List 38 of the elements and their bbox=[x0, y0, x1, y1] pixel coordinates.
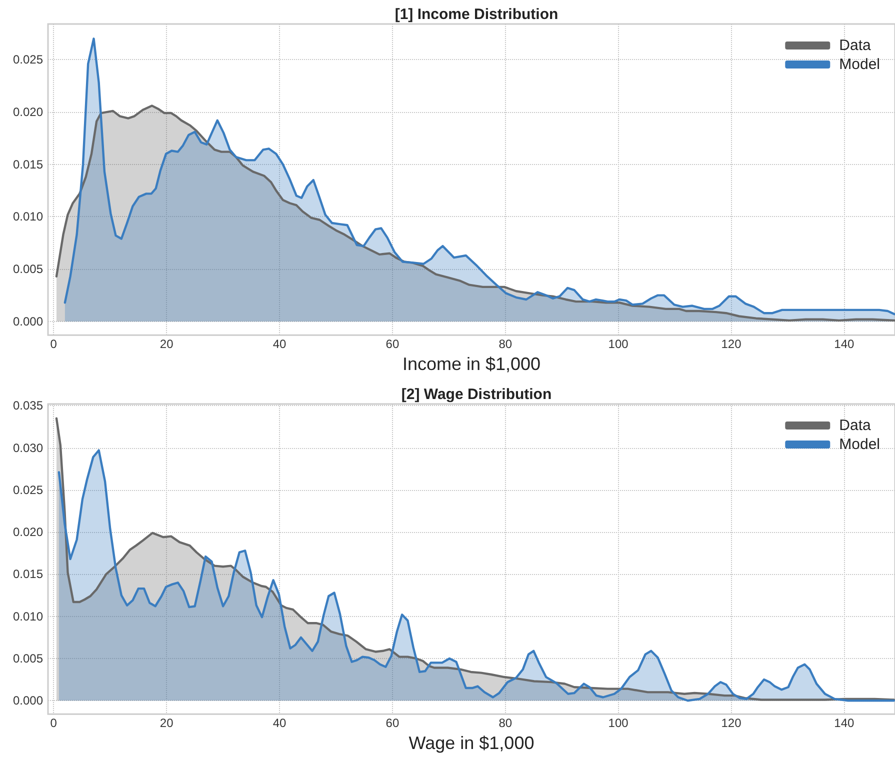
y-tick-label: 0.005 bbox=[12, 651, 44, 666]
x-tick-label: 100 bbox=[608, 716, 629, 730]
x-tick-label: 60 bbox=[386, 337, 400, 352]
legend-label: Data bbox=[839, 37, 872, 54]
x-tick-label: 120 bbox=[721, 716, 742, 730]
legend-label: Model bbox=[839, 436, 880, 453]
x-tick-label: 20 bbox=[160, 337, 174, 352]
x-tick-label: 80 bbox=[498, 716, 512, 730]
y-tick-label: 0.010 bbox=[12, 609, 44, 624]
y-tick-label: 0.020 bbox=[12, 525, 44, 540]
x-tick-label: 80 bbox=[498, 337, 512, 352]
legend-label: Model bbox=[839, 56, 880, 73]
y-tick-label: 0.025 bbox=[12, 482, 44, 497]
y-tick-label: 0.010 bbox=[12, 210, 44, 224]
x-tick-label: 120 bbox=[721, 337, 742, 352]
x-tick-label: 20 bbox=[160, 716, 174, 730]
y-tick-label: 0.015 bbox=[12, 567, 44, 582]
x-tick-label: 60 bbox=[386, 716, 400, 730]
x-tick-label: 40 bbox=[272, 337, 287, 352]
x-tick-label: 140 bbox=[834, 337, 855, 352]
y-tick-label: 0.030 bbox=[12, 440, 44, 455]
x-tick-label: 40 bbox=[272, 716, 287, 730]
chart-title: [2] Wage Distribution bbox=[401, 386, 552, 403]
y-tick-label: 0.035 bbox=[12, 398, 44, 413]
y-tick-label: 0.000 bbox=[12, 314, 44, 328]
y-tick-label: 0.000 bbox=[12, 694, 44, 708]
y-tick-label: 0.005 bbox=[12, 262, 44, 276]
x-tick-label: 0 bbox=[50, 716, 58, 730]
y-tick-label: 0.020 bbox=[12, 104, 44, 119]
x-axis-title: Wage in $1,000 bbox=[408, 733, 534, 753]
legend-label: Data bbox=[839, 417, 872, 434]
y-tick-label: 0.025 bbox=[12, 52, 44, 67]
x-tick-label: 0 bbox=[50, 337, 58, 352]
x-tick-label: 100 bbox=[608, 337, 629, 352]
x-tick-label: 140 bbox=[834, 716, 855, 730]
y-tick-label: 0.015 bbox=[12, 157, 44, 172]
x-axis-title: Income in $1,000 bbox=[402, 354, 541, 374]
chart-title: [1] Income Distribution bbox=[394, 6, 558, 23]
